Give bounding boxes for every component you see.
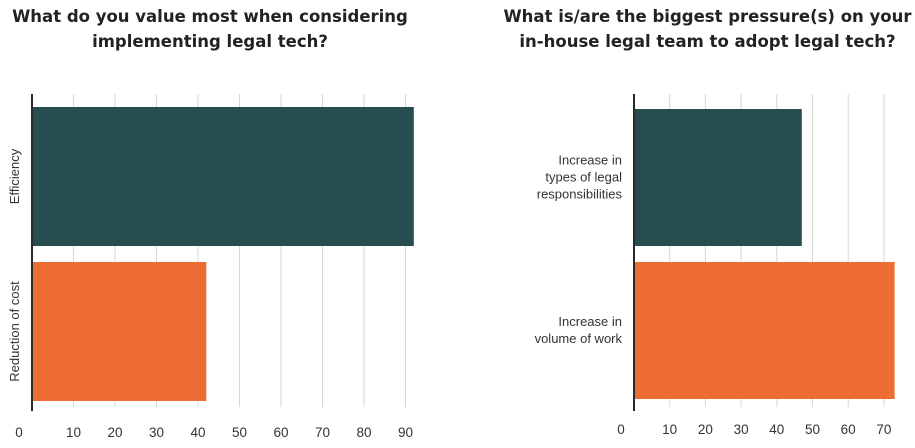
category-label-line: Increase in [558, 153, 622, 168]
x-tick-label: 0 [617, 422, 625, 437]
category-label: Increase in types of legal responsibilitie… [537, 153, 623, 202]
x-tick-label: 40 [190, 425, 205, 440]
x-tick-label: 50 [805, 422, 820, 437]
bar [634, 109, 802, 246]
x-tick-label: 30 [734, 422, 749, 437]
category-label-line: responsibilities [537, 187, 623, 202]
bar [32, 107, 414, 246]
chart-left-plot: 0 10 20 30 40 50 60 70 80 90 Efficiency Reduction o… [7, 94, 414, 440]
category-label-line: volume of work [535, 331, 623, 346]
bar [32, 262, 207, 401]
chart-left: What do you value most when considering … [0, 0, 420, 448]
x-tick-label: 20 [107, 425, 122, 440]
category-label-line: types of legal [545, 170, 622, 185]
category-label-line: Increase in [558, 314, 622, 329]
bar [634, 262, 895, 399]
x-tick-label: 70 [876, 422, 891, 437]
x-tick-label: 70 [315, 425, 330, 440]
category-label: Reduction of cost [7, 281, 22, 382]
x-tick-label: 60 [841, 422, 856, 437]
x-tick-label: 60 [273, 425, 288, 440]
chart-right: What is/are the biggest pressure(s) on y… [500, 0, 915, 448]
x-tick-label: 40 [769, 422, 784, 437]
x-tick-label: 10 [662, 422, 677, 437]
chart-title: What is/are the biggest pressure(s) on y… [503, 7, 912, 51]
x-tick-label: 30 [149, 425, 164, 440]
chart-title: What do you value most when considering … [12, 7, 408, 51]
x-tick-label: 80 [356, 425, 371, 440]
chart-right-plot: 0 10 20 30 40 50 60 70 Increase in types of legal… [535, 94, 895, 437]
category-label: Increase in volume of work [535, 314, 623, 346]
x-tick-label: 10 [66, 425, 81, 440]
x-tick-label: 90 [398, 425, 413, 440]
category-label: Efficiency [7, 148, 22, 204]
x-tick-label: 20 [698, 422, 713, 437]
x-tick-label: 0 [15, 425, 23, 440]
x-tick-label: 50 [232, 425, 247, 440]
